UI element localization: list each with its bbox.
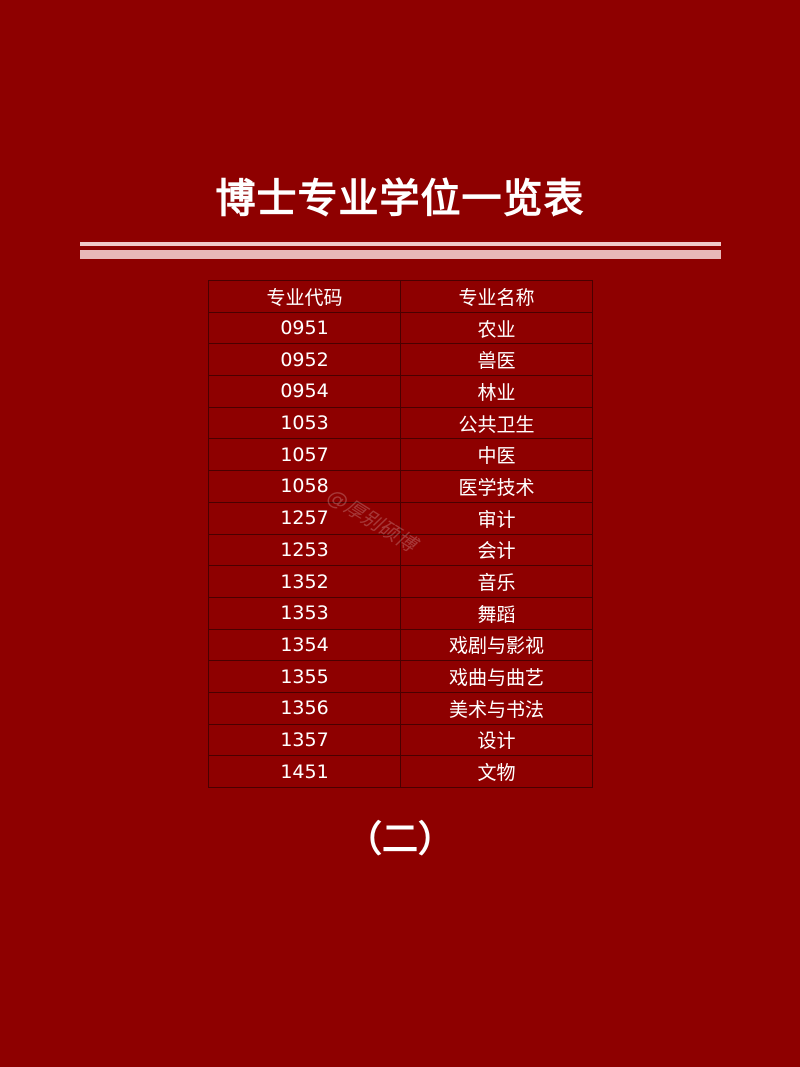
table-row: 1355 戏曲与曲艺 [208, 660, 593, 693]
cell-name: 舞蹈 [400, 596, 593, 630]
table-row: 1257 审计 [208, 501, 593, 535]
cell-name: 中医 [400, 438, 593, 472]
cell-name: 兽医 [400, 343, 593, 377]
divider-thin [80, 242, 721, 246]
table-row: 1057 中医 [208, 438, 593, 472]
table-row: 1451 文物 [208, 755, 593, 788]
cell-code: 1451 [208, 755, 401, 788]
cell-code: 1357 [208, 723, 401, 757]
table-row: 1354 戏剧与影视 [208, 628, 593, 662]
table-row: 1353 舞蹈 [208, 596, 593, 630]
cell-name: 农业 [400, 311, 593, 345]
cell-code: 0954 [208, 375, 401, 408]
cell-code: 1355 [208, 660, 401, 693]
table-header-row: 专业代码 专业名称 [208, 280, 593, 313]
page-title: 博士专业学位一览表 [215, 176, 585, 222]
table-row: 1253 会计 [208, 533, 593, 567]
table-row: 0951 农业 [208, 311, 593, 345]
degree-table: 专业代码 专业名称 0951 农业 0952 兽医 0954 林业 1053 公共卫生 1057… [208, 280, 593, 788]
divider-thick [80, 250, 721, 259]
cell-name: 文物 [400, 755, 593, 788]
header-name: 专业名称 [400, 280, 593, 313]
header-code: 专业代码 [208, 280, 401, 313]
cell-code: 1053 [208, 406, 401, 440]
cell-name: 公共卫生 [400, 406, 593, 440]
cell-name: 戏剧与影视 [400, 628, 593, 662]
table-row: 1058 医学技术 [208, 470, 593, 503]
cell-code: 1352 [208, 565, 401, 598]
cell-name: 音乐 [400, 565, 593, 598]
page-number: （二） [345, 819, 454, 860]
table-row: 0954 林业 [208, 375, 593, 408]
cell-name: 设计 [400, 723, 593, 757]
cell-code: 1356 [208, 691, 401, 725]
cell-name: 戏曲与曲艺 [400, 660, 593, 693]
cell-code: 1253 [208, 533, 401, 567]
table-row: 1352 音乐 [208, 565, 593, 598]
cell-code: 1057 [208, 438, 401, 472]
cell-code: 1058 [208, 470, 401, 503]
cell-name: 林业 [400, 375, 593, 408]
cell-code: 1257 [208, 501, 401, 535]
cell-name: 审计 [400, 501, 593, 535]
table-row: 0952 兽医 [208, 343, 593, 377]
table-row: 1053 公共卫生 [208, 406, 593, 440]
table-row: 1357 设计 [208, 723, 593, 757]
cell-code: 1353 [208, 596, 401, 630]
cell-code: 0951 [208, 311, 401, 345]
cell-name: 美术与书法 [400, 691, 593, 725]
cell-code: 0952 [208, 343, 401, 377]
cell-name: 会计 [400, 533, 593, 567]
cell-name: 医学技术 [400, 470, 593, 503]
table-row: 1356 美术与书法 [208, 691, 593, 725]
cell-code: 1354 [208, 628, 401, 662]
